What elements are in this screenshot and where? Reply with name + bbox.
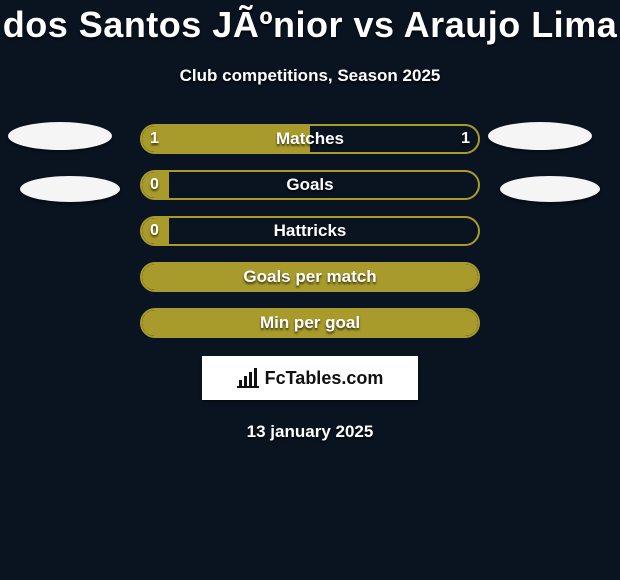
stat-label: Goals <box>140 170 480 200</box>
bar-chart-icon <box>237 368 261 388</box>
stat-label: Matches <box>140 124 480 154</box>
stat-label: Goals per match <box>140 262 480 292</box>
brand-text: FcTables.com <box>265 368 384 389</box>
page-subtitle: Club competitions, Season 2025 <box>0 66 620 86</box>
stat-label: Hattricks <box>140 216 480 246</box>
player-ellipse <box>8 122 112 150</box>
stat-row: Min per goal <box>0 308 620 338</box>
player-ellipse <box>20 176 120 202</box>
stat-left-value: 0 <box>150 216 159 246</box>
stat-label: Min per goal <box>140 308 480 338</box>
stat-right-value: 1 <box>461 124 470 154</box>
stat-row: Goals per match <box>0 262 620 292</box>
stat-left-value: 0 <box>150 170 159 200</box>
stat-left-value: 1 <box>150 124 159 154</box>
date-text: 13 january 2025 <box>0 422 620 442</box>
stat-rows: Matches11Goals0Hattricks0Goals per match… <box>0 124 620 338</box>
stats-area: Matches11Goals0Hattricks0Goals per match… <box>0 124 620 338</box>
page-title: dos Santos JÃºnior vs Araujo Lima <box>0 0 620 46</box>
stat-row: Hattricks0 <box>0 216 620 246</box>
player-ellipse <box>500 176 600 202</box>
brand-box[interactable]: FcTables.com <box>202 356 418 400</box>
player-ellipse <box>488 122 592 150</box>
